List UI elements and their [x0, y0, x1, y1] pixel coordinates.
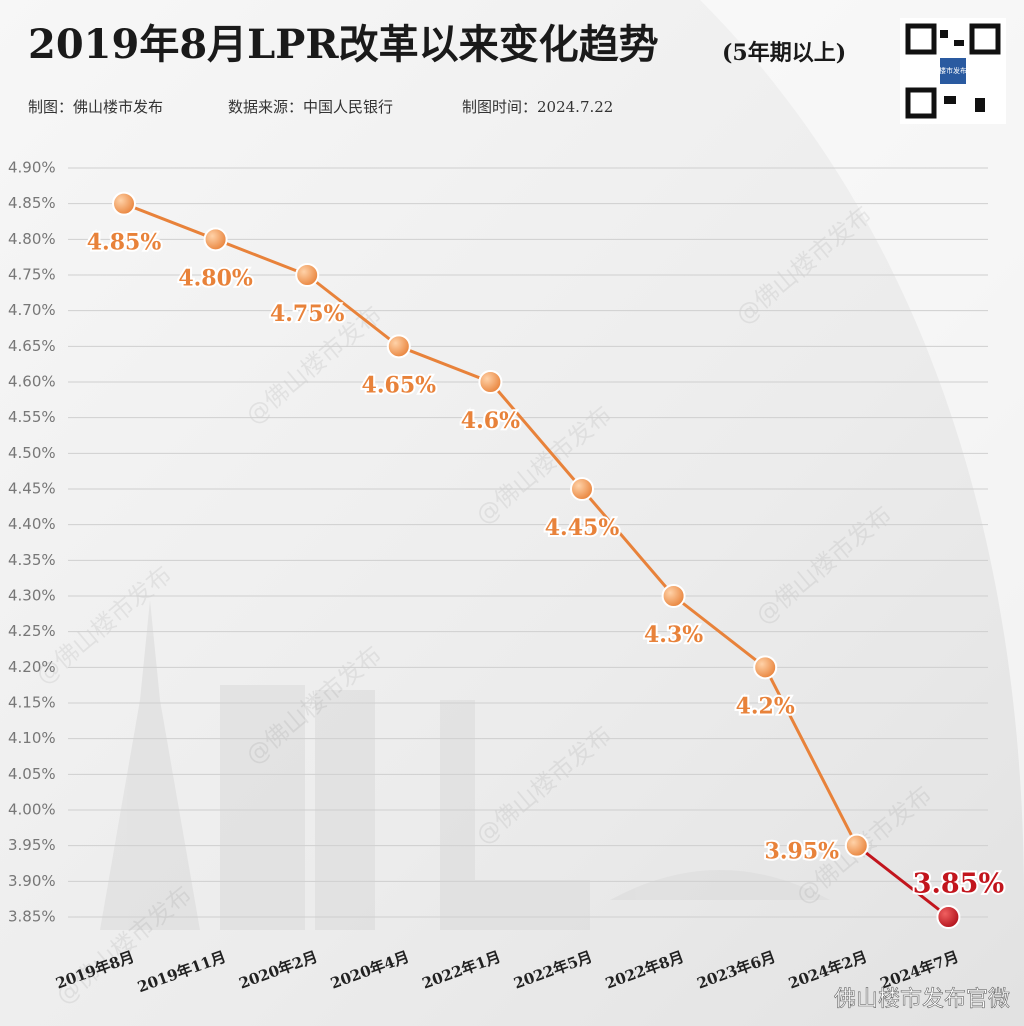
credit: 数据来源：中国人民银行	[228, 98, 393, 116]
data-label: 4.6%	[461, 408, 520, 434]
data-label: 4.45%	[545, 515, 620, 541]
y-tick-label: 3.95%	[8, 836, 56, 854]
data-label: 4.2%	[736, 693, 795, 719]
data-label: 4.85%	[87, 230, 162, 256]
y-tick-label: 4.90%	[8, 159, 56, 177]
y-tick-label: 4.70%	[8, 301, 56, 319]
y-tick-label: 4.50%	[8, 444, 56, 462]
line-segment	[123, 202, 217, 241]
y-tick-label: 4.15%	[8, 694, 56, 712]
data-label: 4.3%	[644, 622, 703, 648]
y-tick-label: 3.90%	[8, 872, 56, 890]
data-point	[661, 584, 686, 608]
data-label: 3.95%	[765, 839, 840, 865]
data-point	[386, 334, 411, 359]
credit: 制图时间：2024.7.22	[462, 98, 613, 116]
y-tick-label: 4.05%	[8, 765, 56, 783]
data-label: 4.65%	[362, 372, 437, 398]
y-tick-label: 4.55%	[8, 408, 56, 426]
data-point	[936, 905, 961, 929]
y-tick-label: 4.35%	[8, 551, 56, 569]
data-point	[753, 655, 778, 680]
qr-code: 楼市发布	[900, 18, 1006, 124]
decor-swoosh	[700, 0, 1024, 900]
credit: 制图：佛山楼市发布	[28, 98, 163, 116]
y-tick-label: 4.25%	[8, 622, 56, 640]
line-segment	[580, 488, 675, 597]
data-label: 4.80%	[178, 265, 253, 291]
y-tick-label: 4.00%	[8, 801, 56, 819]
y-tick-label: 4.85%	[8, 194, 56, 212]
data-point	[570, 477, 594, 501]
y-tick-label: 4.65%	[8, 337, 56, 355]
data-label: 4.75%	[270, 301, 345, 327]
data-point	[112, 191, 136, 216]
y-tick-label: 4.60%	[8, 373, 56, 391]
line-segment	[672, 594, 767, 669]
y-tick-label: 4.40%	[8, 515, 56, 533]
data-point	[203, 227, 228, 252]
footer: 佛山楼市发布官微	[834, 987, 1010, 1012]
line-segment	[215, 237, 308, 277]
chart-subtitle: (5年期以上)	[722, 40, 846, 66]
data-label: 3.85%	[913, 869, 1004, 900]
chart-title: 2019年8月LPR改革以来变化趋势	[28, 21, 659, 68]
y-tick-label: 4.75%	[8, 266, 56, 284]
data-point	[295, 263, 320, 287]
y-tick-label: 4.80%	[8, 230, 56, 248]
y-tick-label: 4.10%	[8, 729, 56, 747]
y-tick-label: 4.30%	[8, 587, 56, 605]
qr-label: 楼市发布	[939, 66, 967, 75]
y-tick-label: 4.45%	[8, 480, 56, 498]
data-point	[844, 833, 869, 858]
data-point	[478, 370, 503, 394]
line-segment	[855, 844, 950, 919]
y-tick-label: 4.20%	[8, 658, 56, 676]
line-segment	[398, 344, 491, 384]
y-tick-label: 3.85%	[8, 908, 56, 926]
line-segment	[306, 273, 400, 348]
line-segment	[763, 666, 859, 847]
line-segment	[489, 381, 584, 490]
